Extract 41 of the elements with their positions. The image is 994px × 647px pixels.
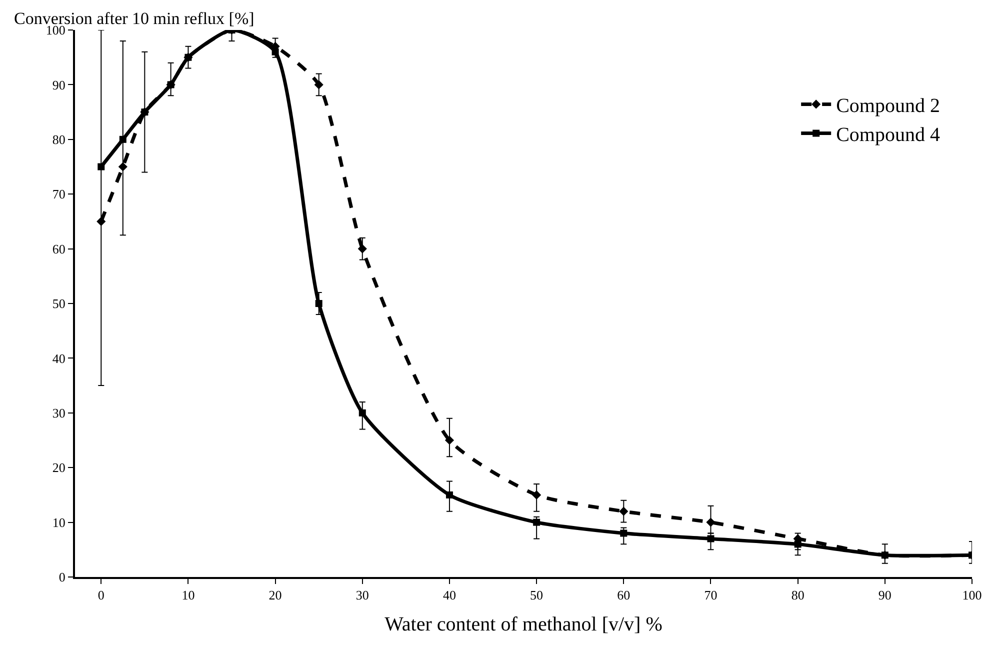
y-tick-label: 0: [58, 570, 66, 585]
point: [533, 518, 540, 526]
point: [446, 491, 453, 498]
point: [314, 80, 324, 90]
point: [358, 244, 367, 254]
point: [119, 136, 126, 143]
point: [620, 530, 628, 537]
x-tick-label: 100: [962, 588, 982, 603]
x-tick-label: 0: [98, 588, 104, 603]
x-tick-label: 70: [704, 588, 718, 603]
x-tick-label: 60: [617, 588, 630, 603]
point: [794, 540, 802, 548]
y-tick-label: 40: [52, 350, 66, 366]
y-tick-label: 30: [52, 405, 66, 420]
y-tick-label: 80: [52, 132, 66, 147]
x-tick-label: 40: [442, 588, 456, 603]
y-tick-label: 70: [52, 186, 66, 202]
x-tick-label: 10: [182, 588, 195, 603]
point: [272, 48, 279, 56]
point: [444, 436, 454, 445]
y-tick-label: 60: [52, 241, 66, 256]
x-tick-label: 20: [268, 588, 282, 603]
legend-label: Compound 2: [836, 95, 940, 117]
legend-label: Compound 4: [836, 124, 940, 146]
point: [619, 506, 628, 516]
x-tick-label: 30: [356, 588, 369, 603]
y-tick-label: 90: [52, 77, 66, 92]
point: [532, 490, 542, 500]
point: [96, 216, 106, 226]
x-tick-label: 80: [791, 588, 804, 603]
x-axis-title: Water content of methanol [v/v] %: [384, 614, 662, 636]
x-tick-label: 50: [530, 588, 544, 603]
y-tick-label: 20: [52, 460, 66, 476]
y-tick-label: 10: [52, 514, 66, 530]
point: [358, 409, 366, 416]
x-tick-label: 90: [878, 588, 892, 603]
y-tick-label: 50: [52, 296, 66, 312]
point: [315, 300, 322, 307]
point: [706, 518, 716, 527]
point: [98, 163, 105, 170]
point: [707, 535, 714, 542]
